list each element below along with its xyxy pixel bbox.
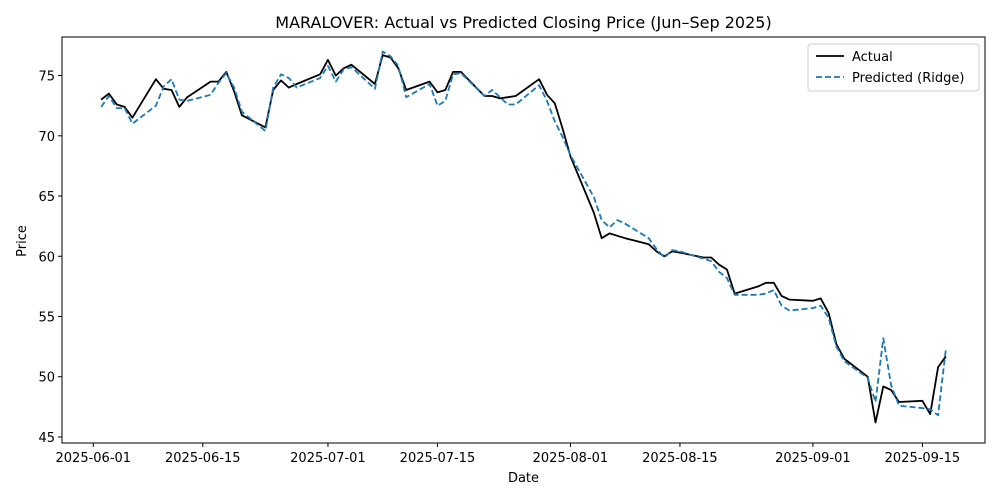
y-tick-label: 50 <box>38 371 55 386</box>
x-tick-label: 2025-07-15 <box>400 451 476 466</box>
x-tick-label: 2025-08-15 <box>642 451 718 466</box>
legend-box <box>807 43 980 92</box>
chart-title: MARALOVER: Actual vs Predicted Closing P… <box>275 13 771 32</box>
y-tick-label: 65 <box>38 190 55 205</box>
x-tick-label: 2025-09-15 <box>885 451 961 466</box>
plot-frame <box>61 36 986 444</box>
legend-label-predicted: Predicted (Ridge) <box>852 71 964 86</box>
legend: Actual Predicted (Ridge) <box>807 43 980 92</box>
y-axis: 45 50 55 60 65 70 75 <box>38 70 62 446</box>
y-tick-label: 55 <box>38 311 55 326</box>
y-tick-label: 75 <box>38 70 55 85</box>
legend-label-actual: Actual <box>852 50 893 65</box>
x-tick-label: 2025-06-15 <box>165 451 241 466</box>
x-tick-label: 2025-09-01 <box>775 451 851 466</box>
series-line-predicted <box>100 50 947 417</box>
plot-area <box>100 50 947 424</box>
x-tick-label: 2025-07-01 <box>290 451 366 466</box>
y-tick-label: 45 <box>38 431 55 446</box>
y-tick-label: 70 <box>38 130 55 145</box>
x-axis: 2025-06-01 2025-06-15 2025-07-01 2025-07-15… <box>56 443 961 466</box>
x-tick-label: 2025-08-01 <box>533 451 609 466</box>
x-tick-label: 2025-06-01 <box>56 451 132 466</box>
series-line-actual <box>100 54 947 424</box>
x-axis-label: Date <box>508 471 539 486</box>
y-axis-label: Price <box>15 225 30 257</box>
y-tick-label: 60 <box>38 250 55 265</box>
